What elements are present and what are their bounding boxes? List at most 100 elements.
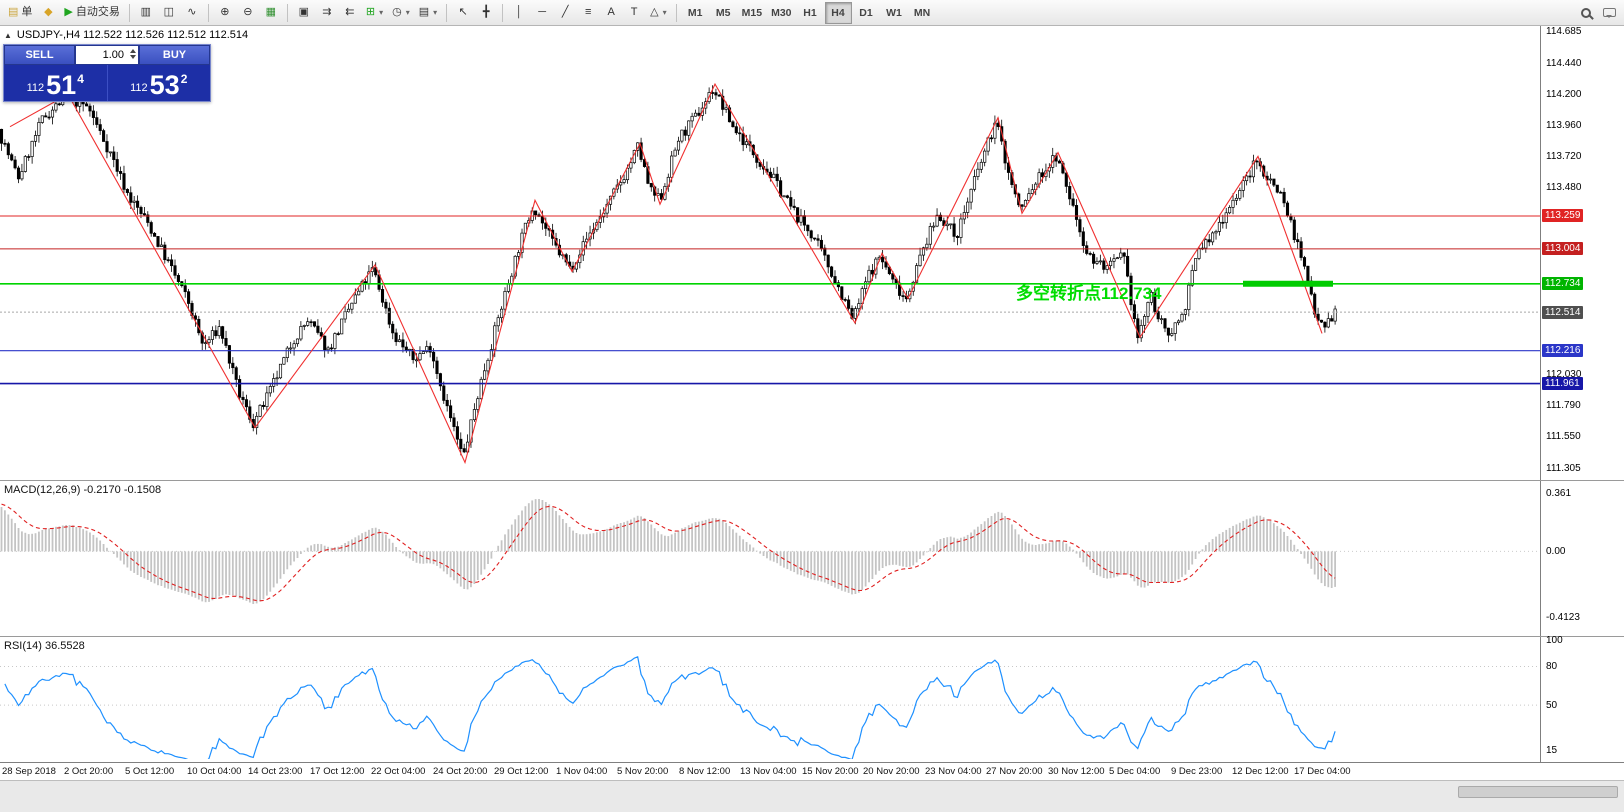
scrollbar-thumb[interactable]: [1458, 786, 1618, 798]
macd-panel: MACD(12,26,9) -0.2170 -0.1508 0.361 0.00 -…: [0, 480, 1624, 636]
sell-price-pip: 4: [77, 72, 84, 86]
macd-canvas[interactable]: [0, 481, 1540, 633]
price-tick: 113.960: [1546, 120, 1582, 131]
horizontal-line-icon[interactable]: ─: [531, 2, 553, 24]
autotrading-icon: ▶: [64, 6, 73, 18]
timeframe-h1-button[interactable]: H1: [797, 2, 824, 24]
main-plot[interactable]: ▲ USDJPY-,H4 112.522 112.526 112.512 112…: [0, 26, 1540, 480]
chart-window-icon: ◆: [44, 6, 53, 18]
time-tick: 17 Dec 04:00: [1294, 766, 1351, 777]
time-tick: 5 Nov 20:00: [617, 766, 669, 777]
time-tick: 28 Sep 2018: [2, 766, 56, 777]
text-icon[interactable]: A: [600, 2, 622, 24]
buy-button[interactable]: BUY: [139, 45, 210, 65]
toolbar-separator: [128, 3, 130, 22]
zoom-in-icon[interactable]: ⊕: [214, 2, 236, 24]
timeframe-m1-button[interactable]: M1: [682, 2, 709, 24]
price-tick: 113.720: [1546, 151, 1582, 162]
search-icon: [1581, 7, 1591, 18]
zoom-in-icon: ⊕: [220, 6, 230, 18]
time-tick: 5 Oct 12:00: [125, 766, 175, 777]
fibonacci-icon[interactable]: ≡: [577, 2, 599, 24]
macd-label: MACD(12,26,9) -0.2170 -0.1508: [4, 484, 162, 496]
timeframe-mn-button[interactable]: MN: [909, 2, 936, 24]
candlestick-chart-icon: ◫: [163, 6, 175, 18]
crosshair-icon[interactable]: ╋: [475, 2, 497, 24]
collapse-trade-panel-icon[interactable]: ▲: [4, 30, 12, 40]
rsi-plot[interactable]: RSI(14) 36.5528: [0, 637, 1540, 762]
price-tick: 111.305: [1546, 463, 1581, 474]
tile-windows-icon[interactable]: ▣: [293, 2, 315, 24]
chat-icon: [1602, 8, 1616, 18]
price-badge: 112.514: [1542, 306, 1584, 319]
chevron-down-icon: ▾: [379, 7, 384, 17]
toolbar-separator: [286, 3, 288, 22]
candlestick-chart-icon[interactable]: ◫: [158, 2, 180, 24]
text-label-icon[interactable]: T: [623, 2, 645, 24]
grid-icon[interactable]: ▦: [260, 2, 282, 24]
autotrading-button[interactable]: ▶ 自动交易: [60, 2, 123, 24]
periods-button[interactable]: ◷ ▾: [388, 2, 414, 24]
buy-price[interactable]: 112 53 2: [108, 65, 211, 101]
periods-button: ◷: [392, 6, 402, 18]
main-toolbar: ▤ 单 ◆ ▶ 自动交易 ▥ ◫ ∿ ⊕ ⊖ ▦ ▣ ⇉ ⇇ ⊞ ▾ ◷ ▾ ▤ ▾ ↖ ╋ │ ─ ╱ ≡ A T △ ▾ M1 M5 M15…: [0, 0, 1624, 26]
auto-scroll-icon: ⇉: [322, 6, 332, 18]
rsi-scale[interactable]: 100 80 50 15: [1540, 635, 1624, 762]
trendline-icon: ╱: [561, 6, 569, 18]
new-order-button[interactable]: ▤ 单: [4, 2, 36, 24]
line-chart-icon[interactable]: ∿: [181, 2, 203, 24]
chart-shift-icon[interactable]: ⇇: [339, 2, 361, 24]
chevron-down-icon: ▾: [433, 7, 438, 17]
macd-tick: 0.361: [1546, 488, 1572, 499]
price-scale[interactable]: 114.685 114.440 114.200 113.960 113.720 113.4…: [1540, 26, 1624, 480]
cursor-icon[interactable]: ↖: [452, 2, 474, 24]
main-chart-panel: ▲ USDJPY-,H4 112.522 112.526 112.512 112…: [0, 26, 1624, 480]
volume-spinner[interactable]: [130, 49, 136, 59]
volume-input[interactable]: 1.00: [75, 45, 139, 65]
time-axis[interactable]: 28 Sep 2018 2 Oct 20:00 5 Oct 12:00 10 Oct …: [0, 762, 1624, 780]
crosshair-icon: ╋: [482, 6, 490, 18]
horizontal-scrollbar[interactable]: [0, 780, 1624, 812]
timeframe-d1-button[interactable]: D1: [853, 2, 880, 24]
time-tick: 5 Dec 04:00: [1109, 766, 1161, 777]
buy-price-pip: 2: [180, 72, 188, 86]
rsi-canvas[interactable]: [0, 637, 1540, 762]
search-icon[interactable]: [1575, 2, 1597, 24]
indicators-button: ⊞: [365, 6, 376, 18]
volume-up-icon[interactable]: [130, 49, 136, 53]
vertical-line-icon[interactable]: │: [508, 2, 530, 24]
bar-chart-icon[interactable]: ▥: [135, 2, 157, 24]
macd-tick: 0.00: [1546, 546, 1566, 557]
sell-price[interactable]: 112 51 4: [4, 65, 108, 101]
shapes-icon: △: [650, 6, 659, 18]
timeframe-m5-button[interactable]: M5: [710, 2, 737, 24]
candlestick-chart-canvas[interactable]: [0, 26, 1540, 478]
sell-button[interactable]: SELL: [4, 45, 75, 65]
rsi-tick: 15: [1546, 745, 1558, 756]
chart-shift-icon: ⇇: [345, 6, 355, 18]
chart-area: ▲ USDJPY-,H4 112.522 112.526 112.512 112…: [0, 26, 1624, 812]
volume-value: 1.00: [102, 49, 124, 61]
zoom-out-icon[interactable]: ⊖: [237, 2, 259, 24]
indicators-button[interactable]: ⊞ ▾: [362, 2, 387, 24]
cursor-icon: ↖: [458, 6, 468, 18]
templates-button[interactable]: ▤ ▾: [415, 2, 441, 24]
macd-scale[interactable]: 0.361 0.00 -0.4123: [1540, 481, 1624, 636]
macd-tick: -0.4123: [1546, 612, 1580, 623]
chart-window-icon[interactable]: ◆: [37, 2, 59, 24]
chat-icon[interactable]: [1598, 2, 1620, 24]
macd-plot[interactable]: MACD(12,26,9) -0.2170 -0.1508: [0, 481, 1540, 636]
price-tick: 112.030: [1546, 369, 1582, 380]
shapes-icon[interactable]: △ ▾: [646, 2, 670, 24]
trendline-icon[interactable]: ╱: [554, 2, 576, 24]
timeframe-m15-button[interactable]: M15: [738, 2, 766, 24]
rsi-tick: 100: [1546, 635, 1563, 646]
timeframe-m30-button[interactable]: M30: [767, 2, 795, 24]
timeframe-w1-button[interactable]: W1: [881, 2, 908, 24]
auto-scroll-icon[interactable]: ⇉: [316, 2, 338, 24]
volume-down-icon[interactable]: [130, 55, 136, 59]
price-tick: 111.550: [1546, 431, 1581, 442]
turning-point-annotation[interactable]: 多空转折点112.734: [1016, 284, 1162, 303]
timeframe-h4-button[interactable]: H4: [824, 1, 852, 24]
